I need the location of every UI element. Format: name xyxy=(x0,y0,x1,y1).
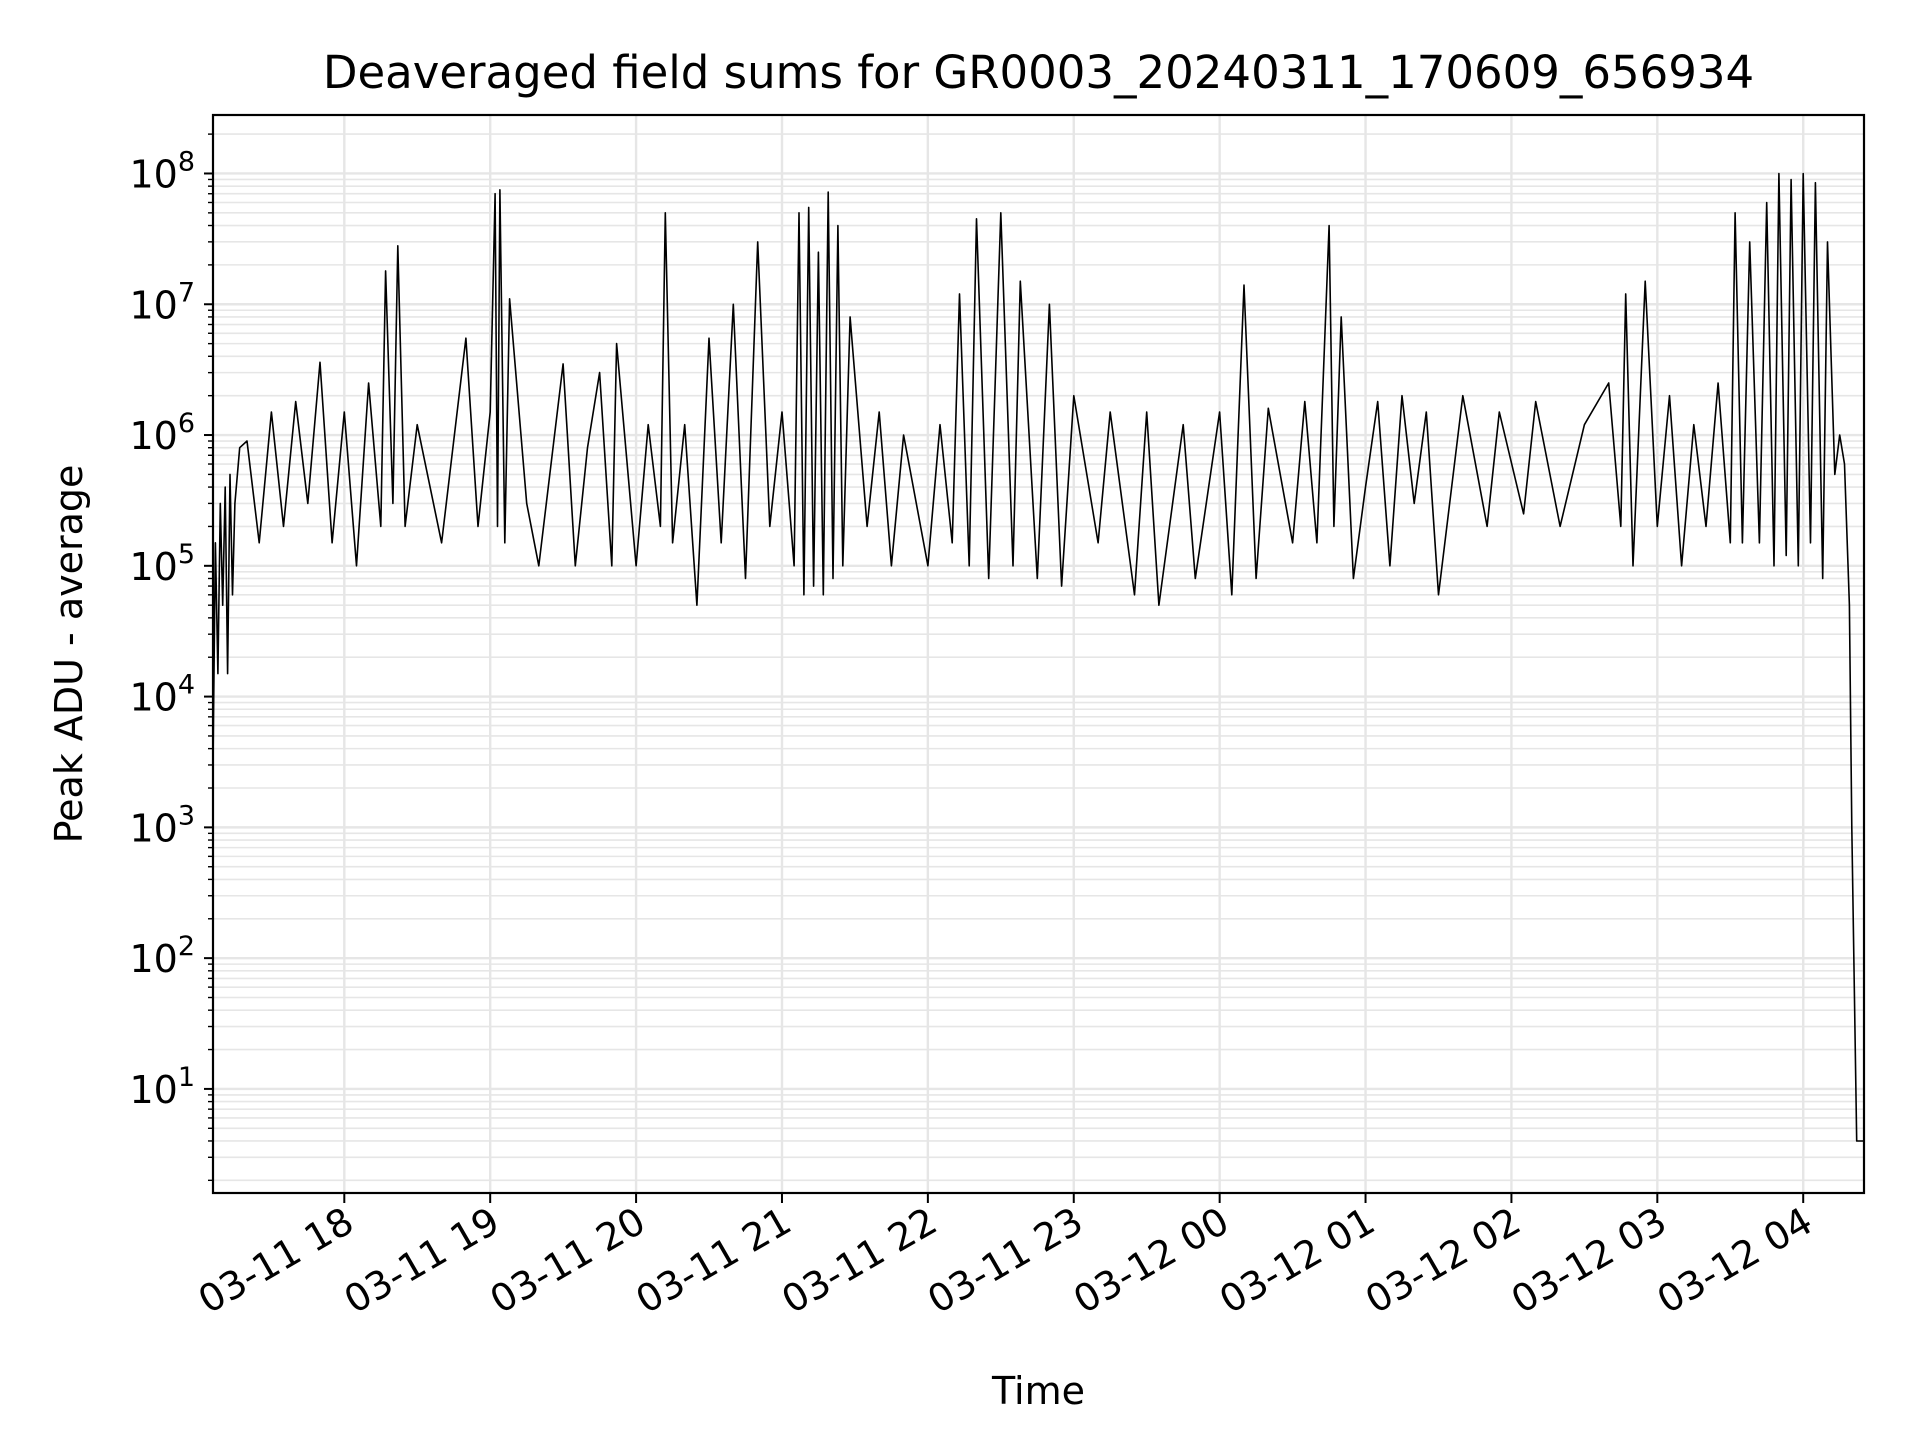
series-line xyxy=(212,172,1864,1142)
x-axis-label: Time xyxy=(991,1369,1085,1413)
y-tick-label: 103 xyxy=(129,800,195,850)
y-tick-label: 102 xyxy=(129,931,195,981)
y-tick-label: 101 xyxy=(129,1062,195,1112)
ticks xyxy=(204,133,1805,1203)
grid xyxy=(213,115,1864,1193)
y-tick-label: 105 xyxy=(129,539,195,589)
y-axis-label: Peak ADU - average xyxy=(47,465,91,844)
data-series xyxy=(212,172,1864,1142)
y-tick-label: 107 xyxy=(129,277,195,327)
y-tick-label: 108 xyxy=(129,146,195,196)
plot-frame xyxy=(211,113,1866,1195)
chart-title: Deaveraged field sums for GR0003_2024031… xyxy=(323,46,1754,99)
y-tick-label: 106 xyxy=(129,408,195,458)
y-tick-label: 104 xyxy=(129,670,195,720)
